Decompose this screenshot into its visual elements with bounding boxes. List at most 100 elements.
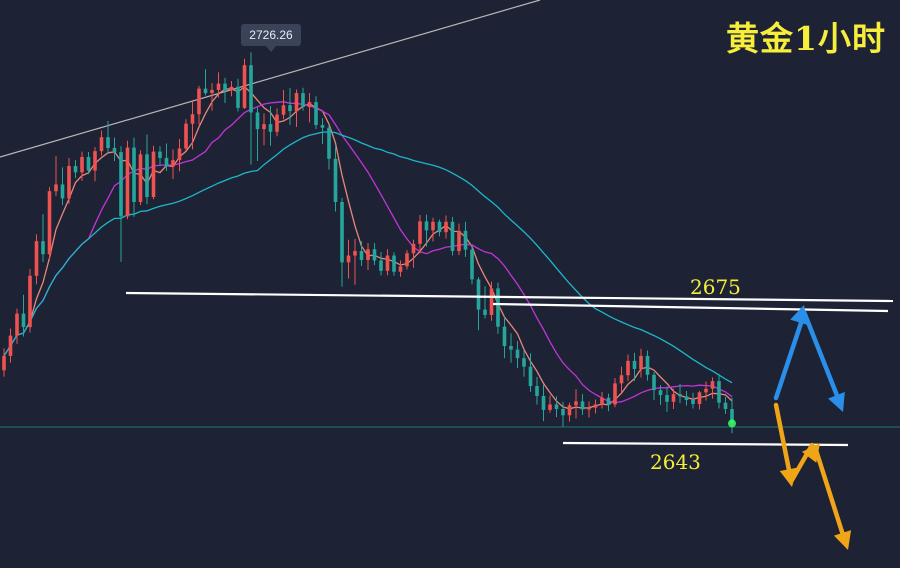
candle-body: [366, 249, 370, 261]
candle-body: [723, 402, 728, 409]
candle-body: [67, 166, 71, 199]
ma-mid-line: [3, 101, 733, 404]
candle-body: [710, 381, 715, 389]
candle-body: [125, 147, 130, 217]
candle-body: [47, 191, 52, 255]
candle-body: [652, 374, 656, 391]
candle-body: [717, 381, 721, 403]
candle-body: [379, 260, 383, 271]
candle-body: [593, 404, 598, 408]
candle-body: [606, 397, 611, 405]
candle-body: [619, 375, 624, 384]
bear-arrow-1-head: [779, 467, 798, 487]
candle-body: [145, 154, 149, 198]
candle-body: [151, 151, 156, 198]
candle-body: [684, 396, 689, 400]
candle-body: [275, 114, 279, 132]
candle-body: [93, 151, 97, 171]
level-label-support: 2643: [650, 450, 701, 474]
candle-body: [671, 394, 676, 402]
candle-body: [242, 65, 247, 108]
candle-body: [613, 383, 617, 405]
candle-body: [138, 154, 143, 202]
candle-body: [645, 355, 650, 375]
candle-body: [463, 230, 468, 250]
candle-body: [119, 152, 123, 217]
candle-body: [567, 405, 572, 416]
candle-body: [307, 102, 312, 108]
candle-body: [327, 127, 331, 159]
candle-body: [509, 346, 513, 350]
candle-body: [632, 360, 637, 369]
candle-body: [15, 313, 19, 336]
candle-body: [301, 93, 305, 108]
candle-body: [99, 137, 104, 152]
ma-slow-line: [3, 131, 733, 384]
candle-body: [229, 86, 234, 91]
trendline: [0, 0, 541, 158]
candle-body: [431, 221, 435, 231]
candle-body: [522, 358, 526, 367]
candle-body: [730, 409, 734, 424]
candle-body: [483, 309, 487, 315]
candle-body: [236, 86, 240, 108]
candle-body: [704, 388, 708, 393]
high-price-tag: 2726.26: [241, 24, 301, 52]
candle-body: [639, 355, 643, 369]
candle-body: [600, 397, 604, 405]
candle-body: [216, 83, 221, 90]
candle-body: [678, 394, 682, 397]
candle-body: [54, 184, 58, 192]
candle-body: [262, 124, 266, 130]
candle-body: [385, 255, 390, 271]
candle-body: [2, 355, 6, 371]
bear-arrow-3-head: [833, 530, 852, 550]
candle-body: [574, 401, 578, 406]
candle-body: [28, 275, 32, 328]
candle-body: [340, 202, 344, 263]
chart-title: 黄金1小时: [726, 19, 886, 58]
projection-arrows: [773, 305, 852, 550]
candle-body: [86, 157, 91, 171]
candle-body: [132, 147, 136, 202]
candle-body: [294, 93, 299, 112]
candle-body: [398, 266, 403, 272]
candle-body: [158, 151, 162, 158]
candle-body: [34, 241, 39, 276]
candle-body: [171, 160, 175, 167]
bull-arrow-down: [801, 309, 841, 401]
candle-body: [73, 166, 78, 173]
candle-body: [418, 221, 422, 244]
candle-body: [288, 105, 292, 112]
level-line-upper: [125, 291, 894, 303]
candle-body: [554, 404, 559, 409]
candle-body: [535, 386, 539, 396]
candle-body: [106, 137, 110, 148]
candle-body: [626, 360, 630, 376]
candle-body: [268, 124, 273, 132]
last-price-dot: [728, 419, 736, 428]
level-line-2643: [562, 441, 849, 447]
candle-body: [333, 158, 338, 202]
candle-body: [665, 395, 669, 402]
candle-body: [346, 255, 351, 263]
candle-body: [255, 112, 260, 130]
candle-body: [424, 221, 429, 231]
candle-body: [281, 105, 286, 115]
candle-body: [372, 249, 377, 261]
candle-body: [496, 288, 500, 327]
candle-body: [353, 251, 357, 256]
candle-body: [411, 243, 416, 254]
candle-body: [197, 88, 201, 115]
candle-body: [515, 349, 520, 359]
candle-body: [587, 407, 591, 410]
candle-body: [184, 123, 188, 149]
candle-body: [457, 230, 461, 252]
candle-body: [691, 400, 695, 405]
candle-body: [489, 288, 494, 315]
candle-body: [223, 83, 227, 91]
candle-body: [658, 390, 663, 396]
candle-body: [249, 65, 253, 113]
candle-body: [580, 401, 585, 410]
